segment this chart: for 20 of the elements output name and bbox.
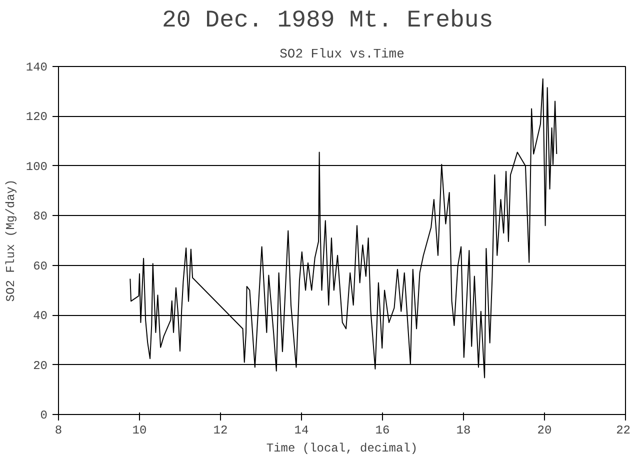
y-tick-label: 100 <box>26 160 48 174</box>
chart-subtitle: SO2 Flux vs.Time <box>280 46 404 62</box>
y-tick-label: 0 <box>40 408 48 422</box>
x-tick-label: 16 <box>375 424 390 438</box>
x-tick-label: 8 <box>54 424 62 438</box>
x-tick-label: 10 <box>132 424 147 438</box>
x-tick-label: 18 <box>456 424 471 438</box>
y-tick-label: 20 <box>33 358 48 373</box>
y-tick-label: 40 <box>33 309 48 324</box>
x-tick-label: 14 <box>294 424 309 438</box>
x-axis-title: Time (local, decimal) <box>266 442 418 456</box>
y-tick-label: 80 <box>33 210 48 224</box>
x-tick-label: 20 <box>537 424 552 438</box>
y-tick-label: 120 <box>26 110 48 124</box>
y-tick-label: 60 <box>33 259 48 274</box>
x-tick-label: 22 <box>616 424 631 438</box>
chart-title: 20 Dec. 1989 Mt. Erebus <box>162 8 494 34</box>
y-axis-title: SO2 Flux (Mg/day) <box>4 179 18 302</box>
x-tick-label: 12 <box>213 424 228 438</box>
y-tick-label: 140 <box>26 60 48 74</box>
